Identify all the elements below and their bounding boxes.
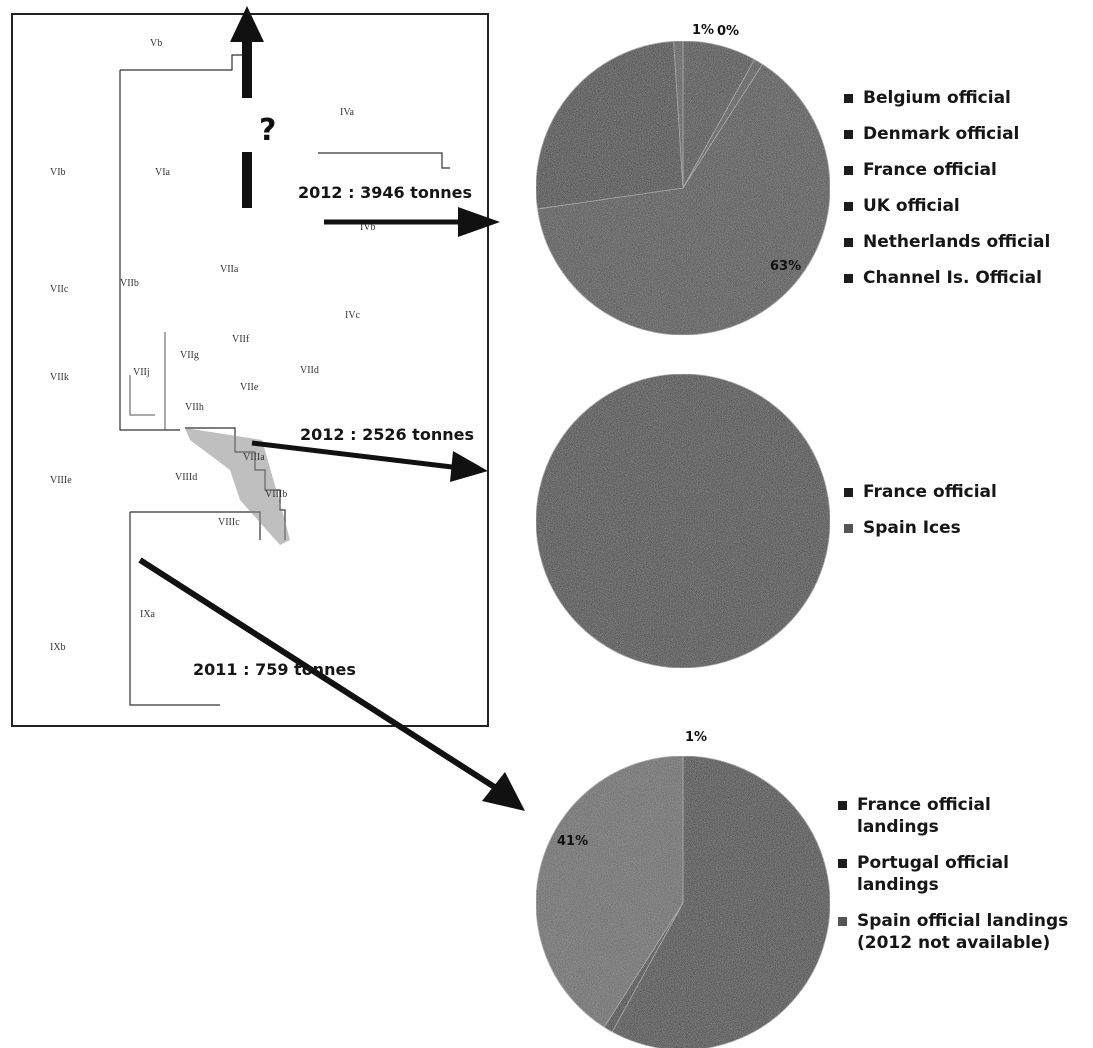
arrow-to-pie-3 — [138, 557, 498, 791]
legend-item: Belgium official — [844, 87, 1050, 109]
legend-label: France official — [863, 160, 997, 180]
annotation-pie-1: 2012 : 3946 tonnes — [298, 183, 472, 202]
map-boundary-north-sea — [318, 152, 450, 169]
map-area-label: VIa — [155, 167, 171, 178]
pie-slice-label: 1% — [692, 23, 714, 38]
map-area-label: VIIb — [120, 278, 139, 289]
legend-label: Belgium official — [863, 88, 1011, 108]
map-area-label: VIId — [300, 365, 319, 376]
legend-label: France official landings — [857, 795, 991, 837]
pie-chart-3 — [535, 755, 831, 1048]
pie-chart-2 — [535, 373, 831, 669]
map-area-label: IVb — [360, 222, 376, 233]
annotation-pie-2: 2012 : 2526 tonnes — [300, 425, 474, 444]
pie-slice-label: 63% — [770, 259, 801, 274]
pie-slice-label: 41% — [557, 834, 588, 849]
legend-swatch — [838, 859, 847, 868]
legend-swatch — [844, 130, 853, 139]
legend-label: UK official — [863, 196, 960, 216]
map-area-label: IXa — [140, 609, 156, 620]
map-frame — [11, 13, 489, 727]
pie-slice — [535, 373, 831, 669]
arrow-shaft-lower — [242, 152, 252, 208]
pie-slice — [535, 755, 684, 1028]
legend-label: Channel Is. Official — [863, 268, 1042, 288]
legend-label: Spain official landings (2012 not availa… — [857, 911, 1069, 953]
pie-slice — [537, 63, 831, 336]
map-area-label: VIIc — [50, 284, 69, 295]
map-area-label: IXb — [50, 642, 66, 653]
pie-charts: 1%63%0%1%41% — [535, 23, 831, 1048]
legend-swatch — [844, 488, 853, 497]
map-area-label: VIIa — [220, 264, 239, 275]
map-area-label: VIIIa — [243, 452, 265, 463]
map-area-label: VIIe — [240, 382, 259, 393]
map-area-label: VIIg — [180, 350, 199, 361]
map-boundary-west — [119, 54, 242, 431]
legend-item: Channel Is. Official — [844, 267, 1050, 289]
map-area-label: VIIk — [50, 372, 69, 383]
map-area-label: Vb — [150, 38, 162, 49]
legend-swatch — [844, 238, 853, 247]
legend-label: Spain Ices — [863, 518, 961, 538]
legend-pie-2: France official Spain Ices — [844, 481, 997, 553]
map-area-label: VIb — [50, 167, 66, 178]
legend-item: France official — [844, 481, 997, 503]
legend-label: Netherlands official — [863, 232, 1051, 252]
legend-swatch — [844, 202, 853, 211]
legend-item: UK official — [844, 195, 1050, 217]
pie-chart-1 — [535, 40, 831, 336]
legend-swatch — [844, 524, 853, 533]
arrow-head-3 — [482, 772, 525, 811]
map-area-label: IVa — [340, 107, 354, 118]
legend-item: Portugal official landings — [838, 852, 1077, 896]
map-hatched-coast — [185, 428, 290, 545]
legend-pie-1: Belgium official Denmark official France o… — [844, 87, 1050, 303]
legend-item: Spain official landings (2012 not availa… — [838, 910, 1077, 954]
map-area-label: VIIIc — [218, 517, 240, 528]
map-area-label: VIIIb — [265, 489, 287, 500]
legend-item: Netherlands official — [844, 231, 1050, 253]
arrow-head-1 — [458, 207, 500, 237]
map-boundary-irish-sea — [129, 332, 166, 430]
legend-item: Denmark official — [844, 123, 1050, 145]
pie-slice — [611, 755, 831, 1048]
arrow-to-pie-2 — [251, 440, 453, 470]
pie-slice-label: 0% — [717, 24, 739, 39]
map-area-label: VIIj — [133, 367, 150, 378]
arrow-shaft-upper — [242, 40, 252, 98]
legend-pie-3: France official landings Portugal officia… — [838, 794, 1077, 968]
legend-label: Denmark official — [863, 124, 1020, 144]
map-area-label: VIIId — [175, 472, 197, 483]
legend-item: Spain Ices — [844, 517, 997, 539]
pie-slice-label: 1% — [685, 730, 707, 745]
legend-swatch — [838, 917, 847, 926]
legend-label: France official — [863, 482, 997, 502]
map-area-label: VIIIe — [50, 475, 72, 486]
pie-slice — [673, 40, 684, 189]
legend-label: Portugal official landings — [857, 853, 1009, 895]
annotation-pie-3: 2011 : 759 tonnes — [193, 660, 356, 679]
map-area-label: VIIh — [185, 402, 204, 413]
legend-item: France official landings — [838, 794, 1077, 838]
pie-slice — [535, 40, 684, 210]
legend-swatch — [838, 801, 847, 810]
legend-swatch — [844, 274, 853, 283]
map-area-label: VIIf — [232, 334, 250, 345]
arrow-up-head — [230, 6, 264, 42]
map-area-label: IVc — [345, 310, 361, 321]
map-panel: Vb IVa VIb VIa IVb VIIc VIIb VIIa IVc VI… — [11, 6, 525, 811]
legend-swatch — [844, 166, 853, 175]
legend-swatch — [844, 94, 853, 103]
legend-item: France official — [844, 159, 1050, 181]
question-mark: ? — [259, 113, 276, 148]
arrow-head-2 — [450, 451, 488, 482]
